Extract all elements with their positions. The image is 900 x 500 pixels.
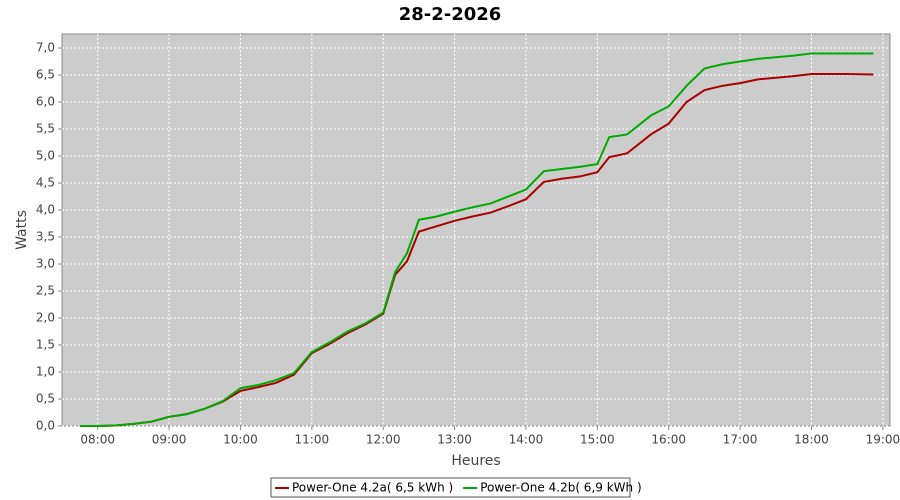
y-tick-label: 6,0 (36, 95, 55, 109)
legend-label: Power-One 4.2a( 6,5 kWh ) (292, 481, 453, 495)
x-tick-label: 18:00 (794, 433, 829, 447)
x-tick-label: 11:00 (295, 433, 330, 447)
y-tick-label: 2,0 (36, 311, 55, 325)
series-line (79, 52, 874, 427)
x-tick-label: 12:00 (366, 433, 401, 447)
y-tick-label: 1,5 (36, 338, 55, 352)
legend (270, 477, 631, 498)
y-tick-label: 2,5 (36, 284, 55, 298)
y-tick-label: 5,5 (36, 122, 55, 136)
y-tick-label: 4,5 (36, 176, 55, 190)
x-tick-label: 14:00 (509, 433, 544, 447)
y-tick-label: 3,5 (36, 230, 55, 244)
y-tick-label: 3,0 (36, 257, 55, 271)
x-tick-label: 15:00 (580, 433, 615, 447)
x-tick-label: 08:00 (80, 433, 115, 447)
y-tick-label: 1,0 (36, 365, 55, 379)
x-tick-label: 13:00 (437, 433, 472, 447)
chart-title: 28-2-2026 (399, 4, 502, 25)
plot-area (61, 33, 891, 427)
y-axis-label: Watts (14, 210, 30, 250)
y-tick-label: 0,0 (36, 419, 55, 433)
x-tick-label: 19:00 (866, 433, 900, 447)
y-tick-label: 7,0 (36, 41, 55, 55)
x-tick-label: 16:00 (651, 433, 686, 447)
y-tick-label: 4,0 (36, 203, 55, 217)
x-tick-label: 17:00 (723, 433, 758, 447)
x-tick-label: 09:00 (152, 433, 187, 447)
y-tick-label: 5,0 (36, 149, 55, 163)
x-tick-label: 10:00 (223, 433, 258, 447)
y-tick-label: 6,5 (36, 68, 55, 82)
x-axis-label: Heures (451, 453, 500, 469)
y-tick-label: 0,5 (36, 392, 55, 406)
legend-label: Power-One 4.2b( 6,9 kWh ) (480, 481, 641, 495)
